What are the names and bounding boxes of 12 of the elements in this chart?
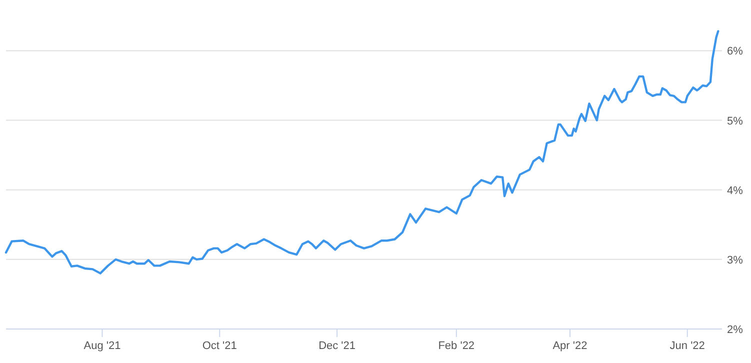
y-tick-label: 6% [727,46,744,58]
x-tick-label: Dec '21 [318,340,356,352]
y-tick-label: 2% [727,324,744,336]
y-tick-label: 5% [727,115,744,128]
x-tick-label: Jun '22 [670,340,705,352]
x-tick-label: Apr '22 [552,340,588,352]
x-tick-label: Feb '22 [438,340,475,352]
y-tick-label: 4% [727,184,744,197]
x-tick-label: Aug '21 [84,340,121,352]
y-tick-label: 3% [727,254,744,266]
x-tick-label: Oct '21 [202,340,237,352]
line-series [4,30,720,274]
